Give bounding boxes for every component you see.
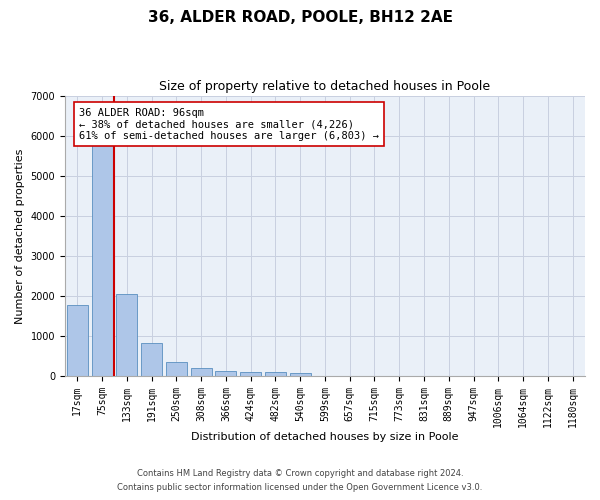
Y-axis label: Number of detached properties: Number of detached properties [15, 148, 25, 324]
Text: 36 ALDER ROAD: 96sqm
← 38% of detached houses are smaller (4,226)
61% of semi-de: 36 ALDER ROAD: 96sqm ← 38% of detached h… [79, 108, 379, 141]
Bar [240, 372, 261, 376]
X-axis label: Distribution of detached houses by size in Poole: Distribution of detached houses by size … [191, 432, 459, 442]
Bar [290, 373, 311, 376]
Bar [116, 294, 137, 376]
Bar [191, 368, 212, 376]
Bar [92, 144, 113, 376]
Bar [67, 305, 88, 376]
Bar [166, 362, 187, 376]
Text: Contains HM Land Registry data © Crown copyright and database right 2024.: Contains HM Land Registry data © Crown c… [137, 468, 463, 477]
Text: 36, ALDER ROAD, POOLE, BH12 2AE: 36, ALDER ROAD, POOLE, BH12 2AE [148, 10, 452, 25]
Text: Contains public sector information licensed under the Open Government Licence v3: Contains public sector information licen… [118, 484, 482, 492]
Bar [141, 343, 162, 376]
Bar [215, 372, 236, 376]
Bar [265, 372, 286, 376]
Title: Size of property relative to detached houses in Poole: Size of property relative to detached ho… [160, 80, 491, 93]
